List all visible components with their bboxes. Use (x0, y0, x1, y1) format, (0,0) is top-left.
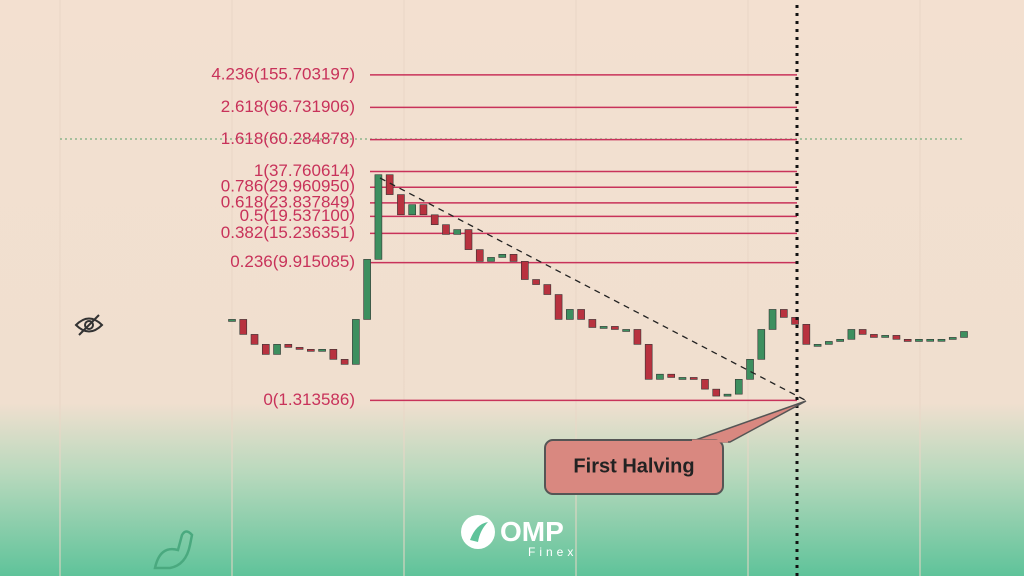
candle (746, 359, 754, 380)
candle (228, 319, 236, 322)
candle (825, 341, 833, 345)
candle (532, 279, 540, 285)
candle (948, 337, 957, 340)
candle (397, 194, 405, 216)
fib-label: 4.236(155.703197) (211, 64, 355, 83)
candle (577, 309, 585, 320)
candle (633, 329, 642, 345)
fib-label: 0.236(9.915085) (230, 252, 355, 271)
candle (780, 309, 788, 318)
candle (892, 335, 901, 340)
candle (430, 214, 439, 225)
fib-label: 0(1.313586) (263, 390, 355, 409)
candle (273, 344, 281, 355)
candle (498, 254, 507, 258)
candle (881, 335, 889, 338)
candle (915, 339, 923, 342)
candle (870, 334, 878, 338)
fib-label: 0.786(29.960950) (221, 177, 355, 196)
logo: OMP Finex (461, 515, 577, 559)
candle (442, 224, 450, 235)
candle (813, 344, 822, 347)
candle (261, 344, 270, 355)
dino-icon (153, 530, 194, 570)
candle (611, 326, 619, 330)
candle (622, 329, 630, 332)
candle (757, 329, 766, 360)
callout: First Halving (544, 400, 807, 495)
candle (791, 317, 799, 325)
candles (228, 174, 968, 397)
candle (284, 344, 293, 348)
candle (464, 229, 473, 250)
candle (588, 319, 597, 328)
grid (59, 0, 921, 576)
logo-tagline: Finex (528, 545, 577, 559)
candle (768, 309, 777, 330)
fib-levels: 4.236(155.703197) 2.618(96.731906) 1.618(6… (211, 64, 797, 409)
candle (453, 229, 462, 235)
candle (374, 174, 383, 260)
candle (903, 339, 912, 342)
candle (836, 339, 844, 342)
candle (340, 359, 349, 365)
fib-label: 2.618(96.731906) (221, 97, 355, 116)
candle (295, 347, 304, 350)
candle (960, 331, 968, 338)
candle (937, 339, 946, 342)
candle (520, 261, 529, 280)
candle (802, 324, 811, 345)
candle (250, 334, 259, 345)
candle (847, 329, 856, 340)
fib-label: 1(37.760614) (254, 161, 355, 180)
candle (363, 259, 371, 320)
candle (723, 393, 732, 397)
candle (678, 377, 687, 380)
logo-name: OMP (500, 516, 564, 547)
fib-label: 0.5(19.537100) (240, 206, 355, 225)
candle (408, 204, 416, 216)
candle (644, 344, 653, 380)
fib-label: 1.618(60.284878) (221, 129, 355, 148)
candle (858, 329, 867, 335)
candle (487, 257, 495, 262)
candle (318, 349, 326, 352)
candle (554, 294, 563, 320)
eye-icon (74, 314, 104, 336)
candle (689, 377, 698, 380)
annotation: First Halving (573, 455, 694, 477)
candle (419, 204, 428, 216)
candle (475, 249, 484, 262)
candle (734, 379, 743, 395)
candle (329, 349, 338, 360)
candle (509, 254, 518, 262)
candle (543, 284, 552, 295)
candle (352, 319, 360, 365)
trend-line (379, 177, 806, 401)
candle (307, 349, 315, 352)
candle (701, 379, 709, 390)
candle (239, 319, 248, 335)
candle (712, 388, 721, 397)
candle (667, 373, 676, 378)
candle (566, 309, 574, 320)
fib-label: 0.618(23.837849) (221, 192, 355, 211)
candle (656, 373, 664, 380)
candle (599, 326, 608, 329)
fib-label: 0.382(15.236351) (221, 223, 355, 242)
candle (926, 339, 935, 342)
